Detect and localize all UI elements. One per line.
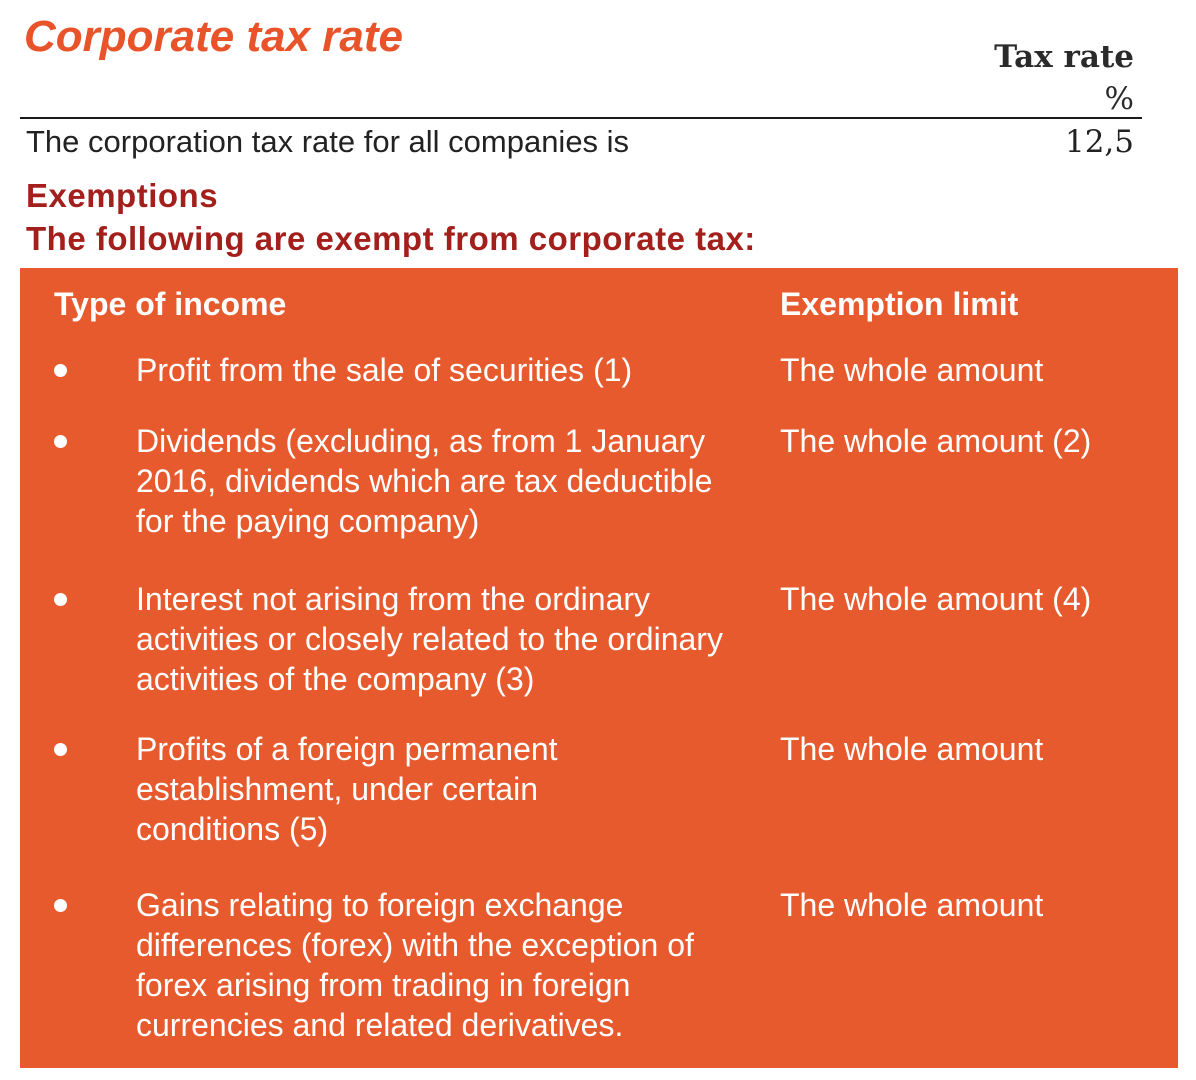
tax-rate-value: 12,5 (1064, 124, 1134, 160)
bullet-icon (54, 435, 67, 448)
income-type: Dividends (excluding, as from 1 January … (136, 423, 713, 539)
exemption-limit: The whole amount (780, 352, 1044, 388)
column-header-type-of-income: Type of income (54, 286, 287, 322)
income-type: Profit from the sale of securities (1) (136, 352, 633, 388)
exemptions-heading: Exemptions (26, 177, 219, 214)
bullet-icon (54, 899, 67, 912)
exemptions-subheading: The following are exempt from corporate … (26, 220, 756, 257)
exemption-limit: The whole amount (780, 887, 1044, 923)
tax-rate-column-header: Tax rate % (994, 36, 1134, 120)
income-type: Profits of a foreign permanent establish… (136, 731, 558, 847)
column-header-exemption-limit: Exemption limit (780, 286, 1019, 322)
tax-rate-description: The corporation tax rate for all compani… (26, 124, 630, 159)
tax-rate-unit: % (1104, 81, 1134, 117)
exemption-limit: The whole amount (4) (780, 581, 1092, 617)
income-type: Gains relating to foreign exchange diffe… (136, 887, 694, 1043)
bullet-icon (54, 364, 67, 377)
bullet-icon (54, 743, 67, 756)
tax-rate-label: Tax rate (994, 39, 1134, 75)
exemption-limit: The whole amount (2) (780, 423, 1092, 459)
header-divider (20, 117, 1142, 119)
exemptions-section: Exemptions The following are exempt from… (26, 174, 756, 260)
exemption-limit: The whole amount (780, 731, 1044, 767)
bullet-icon (54, 593, 67, 606)
page-title: Corporate tax rate (24, 12, 404, 61)
income-type: Interest not arising from the ordinary a… (136, 581, 723, 697)
exemptions-table: Type of income Exemption limit Profit fr… (20, 268, 1178, 1068)
